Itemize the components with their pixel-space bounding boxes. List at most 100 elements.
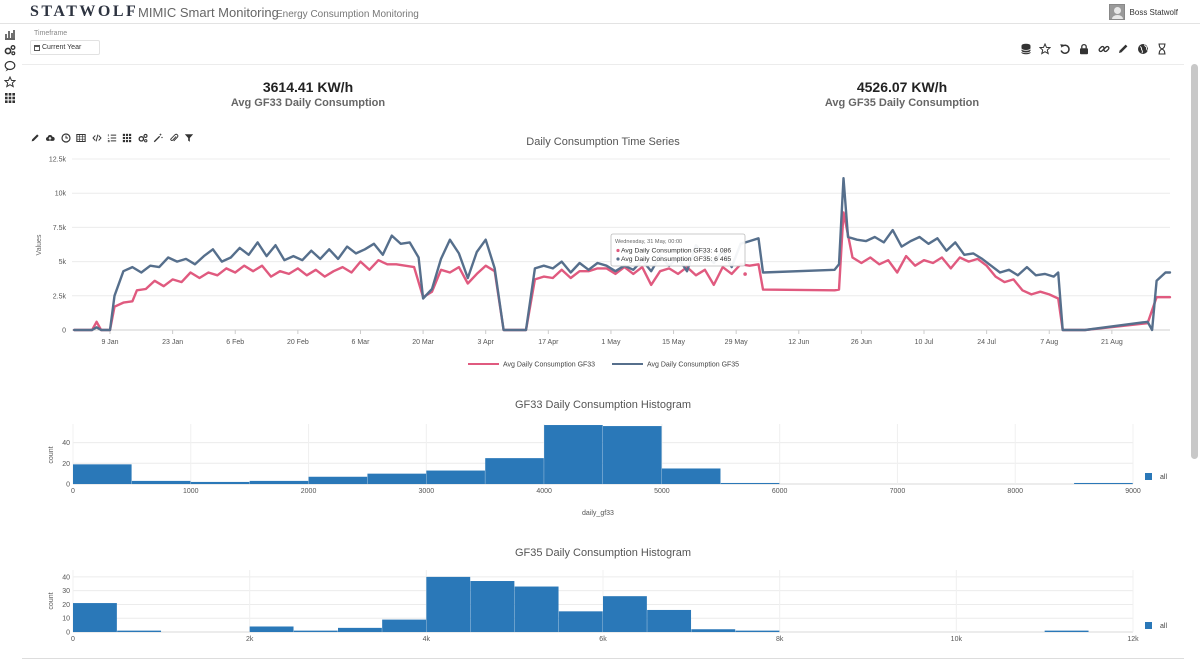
pencil-icon[interactable]: [30, 133, 40, 143]
user-menu[interactable]: Boss Statwolf: [1108, 2, 1178, 22]
lock-icon[interactable]: [1078, 43, 1090, 55]
bar-chart-icon[interactable]: [4, 28, 16, 40]
link-icon[interactable]: [1098, 43, 1110, 55]
x-tick-label: 20 Mar: [412, 339, 434, 346]
gf35-histogram-y-axis: 0 10 20 30 40: [62, 574, 70, 636]
filter-icon[interactable]: [184, 133, 194, 143]
histogram-bar[interactable]: [117, 630, 162, 632]
x-tick-label: 2000: [301, 488, 317, 495]
timeframe-select[interactable]: Current Year: [30, 40, 100, 55]
y-tick-label: 0: [66, 482, 70, 489]
timeseries-y-axis: 0 2.5k 5k 7.5k 10k 12.5k: [49, 157, 67, 335]
y-tick-label: 10k: [55, 191, 67, 198]
clock-icon[interactable]: [61, 133, 71, 143]
histogram-bar[interactable]: [544, 425, 603, 484]
x-tick-label: 3 Apr: [478, 339, 495, 346]
x-tick-label: 6000: [772, 488, 788, 495]
page-scrollbar[interactable]: [1191, 64, 1198, 459]
legend-item-gf35[interactable]: Avg Daily Consumption GF35: [647, 362, 739, 369]
gf35-legend-label[interactable]: all: [1160, 623, 1167, 630]
y-tick-label: 2.5k: [53, 293, 67, 300]
code-icon[interactable]: [91, 133, 102, 143]
series-line-gf35[interactable]: [73, 177, 1172, 332]
cogs-icon[interactable]: [4, 44, 16, 56]
histogram-bar[interactable]: [735, 630, 780, 632]
hourglass-icon[interactable]: [1156, 43, 1168, 55]
grid-icon[interactable]: [122, 133, 132, 143]
histogram-bar[interactable]: [190, 481, 250, 484]
histogram-bar[interactable]: [131, 480, 191, 484]
histogram-bar[interactable]: [485, 458, 544, 484]
y-tick-label: 20: [62, 602, 70, 609]
star-icon[interactable]: [1039, 43, 1051, 55]
user-name[interactable]: Boss Statwolf: [1129, 7, 1178, 17]
gf33-legend-swatch[interactable]: [1145, 473, 1152, 480]
histogram-bar[interactable]: [1074, 482, 1133, 484]
histogram-bar[interactable]: [426, 576, 471, 632]
tooltip-gf33-marker: [616, 248, 620, 253]
globe-icon[interactable]: [1137, 43, 1149, 55]
paperclip-icon[interactable]: [169, 133, 179, 143]
star-icon[interactable]: [4, 76, 16, 88]
histogram-bar[interactable]: [720, 482, 780, 484]
gf33-legend-label[interactable]: all: [1160, 474, 1167, 481]
histogram-bar[interactable]: [514, 586, 559, 632]
histogram-bar[interactable]: [691, 629, 736, 632]
y-tick-label: 20: [62, 461, 70, 468]
histogram-bar[interactable]: [470, 581, 515, 632]
histogram-bar[interactable]: [647, 609, 692, 632]
tooltip-row-gf35: Avg Daily Consumption GF35: 6 465: [621, 256, 731, 263]
grid-icon[interactable]: [4, 92, 16, 104]
histogram-bar[interactable]: [367, 473, 427, 484]
calendar-icon: [34, 44, 40, 51]
histogram-bar[interactable]: [73, 464, 132, 484]
cloud-upload-icon[interactable]: [45, 133, 56, 143]
x-tick-label: 15 May: [662, 339, 685, 346]
comment-icon[interactable]: [4, 60, 16, 72]
x-tick-label: 4k: [423, 636, 431, 643]
timeseries-title: Daily Consumption Time Series: [526, 136, 680, 148]
histogram-bar[interactable]: [603, 426, 662, 484]
histogram-bar[interactable]: [426, 470, 485, 484]
kpi-gf35-value: 4526.07 KW/h: [856, 79, 948, 95]
timeframe-label: Timeframe: [34, 30, 68, 37]
timeseries-legend[interactable]: Avg Daily Consumption GF33 Avg Daily Con…: [468, 362, 739, 369]
magic-icon[interactable]: [153, 133, 163, 143]
histogram-bar[interactable]: [308, 476, 368, 484]
hover-point[interactable]: [742, 271, 748, 277]
histogram-bar[interactable]: [73, 603, 117, 632]
histogram-bar[interactable]: [382, 619, 427, 632]
histogram-bar[interactable]: [249, 480, 309, 484]
histogram-bar[interactable]: [603, 596, 647, 632]
page-title: Energy Consumption Monitoring: [276, 9, 419, 20]
gf35-histogram-bars: [73, 576, 1089, 632]
x-tick-label: 23 Jan: [162, 339, 183, 346]
cogs-icon[interactable]: [138, 133, 148, 143]
x-tick-label: 12 Jun: [788, 339, 809, 346]
ordered-list-icon[interactable]: [107, 133, 117, 143]
kpi-gf33-label: Avg GF33 Daily Consumption: [230, 97, 386, 109]
x-tick-label: 9000: [1125, 488, 1141, 495]
timeseries-y-axis-label: Values: [36, 234, 43, 255]
pencil-icon[interactable]: [1117, 43, 1129, 55]
histogram-bar[interactable]: [661, 468, 721, 484]
histogram-bar[interactable]: [293, 630, 338, 632]
legend-item-gf33[interactable]: Avg Daily Consumption GF33: [503, 362, 595, 369]
histogram-bar[interactable]: [1044, 630, 1089, 632]
y-tick-label: 12.5k: [49, 157, 67, 164]
histogram-bar[interactable]: [249, 626, 294, 632]
avatar[interactable]: [1108, 4, 1125, 20]
database-icon[interactable]: [1020, 43, 1032, 55]
dashboard-toolbar: [1012, 43, 1168, 55]
gf35-legend-swatch[interactable]: [1145, 622, 1152, 629]
histogram-bar[interactable]: [338, 627, 382, 632]
table-icon[interactable]: [76, 133, 86, 143]
histogram-bar[interactable]: [558, 611, 603, 632]
x-tick-label: 26 Jun: [851, 339, 872, 346]
undo-icon[interactable]: [1059, 43, 1071, 55]
tooltip-row-gf33: Avg Daily Consumption GF33: 4 086: [621, 248, 731, 255]
x-tick-label: 3000: [419, 488, 435, 495]
series-line-gf33[interactable]: [73, 211, 1172, 332]
brand-logo[interactable]: STATWOLF: [30, 3, 139, 20]
gf33-histogram-title: GF33 Daily Consumption Histogram: [514, 399, 692, 411]
